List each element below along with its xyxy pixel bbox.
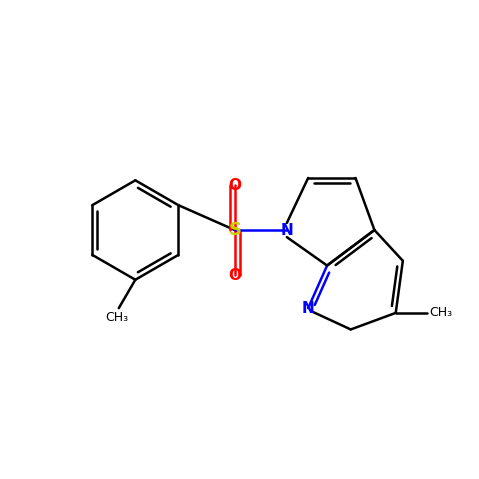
- Text: N: N: [281, 223, 293, 238]
- Text: S: S: [228, 221, 241, 239]
- Text: O: O: [228, 178, 241, 193]
- Text: CH₃: CH₃: [105, 310, 128, 323]
- Text: CH₃: CH₃: [429, 307, 452, 319]
- Text: N: N: [302, 301, 315, 316]
- Text: O: O: [228, 267, 241, 283]
